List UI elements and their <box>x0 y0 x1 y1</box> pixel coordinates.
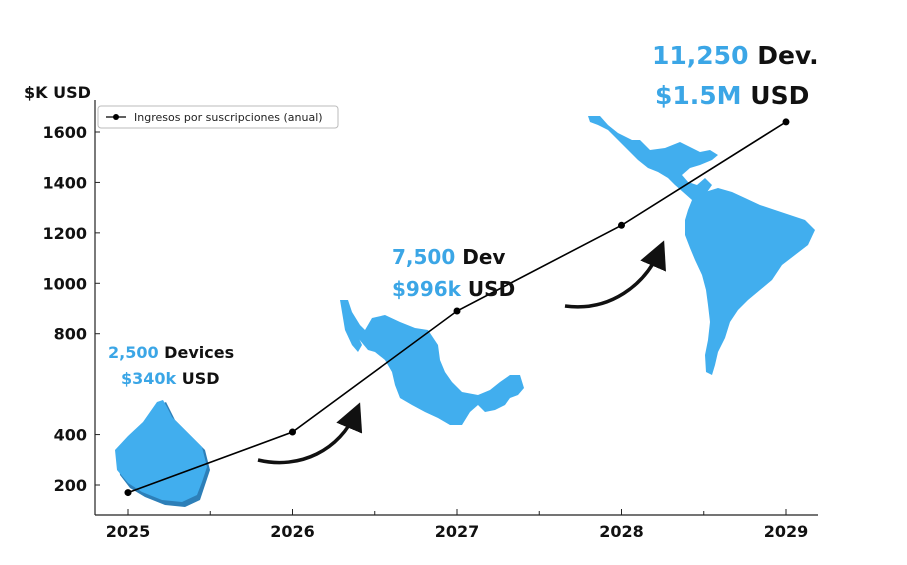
x-tick-label: 2025 <box>106 522 151 541</box>
axes: 200 400 800 1000 1200 1400 1600 2025 2026 2027 202… <box>42 100 818 541</box>
annotation-2027-revenue: $996k USD <box>392 277 515 301</box>
y-tick-label: 1600 <box>42 123 87 142</box>
x-tick-label: 2026 <box>270 522 315 541</box>
annotation-2025-revenue: $340k USD <box>121 369 220 388</box>
data-point <box>618 221 625 229</box>
arrow-2-icon <box>564 240 666 309</box>
y-axis-label: $K USD <box>24 83 91 102</box>
y-tick-label: 1200 <box>42 224 87 243</box>
x-tick-label: 2029 <box>764 522 809 541</box>
data-point <box>124 489 132 497</box>
y-tick-label: 200 <box>54 476 87 495</box>
annotation-2025-count: 2,500 Devices <box>108 343 234 362</box>
annotation-2029-count: 11,250 Dev. <box>652 41 819 70</box>
map-mexico-icon <box>340 300 524 425</box>
map-latam-icon <box>588 116 815 375</box>
annotation-2027-count: 7,500 Dev <box>392 245 505 269</box>
data-point <box>453 307 461 315</box>
data-point <box>289 428 296 436</box>
y-tick-label: 1000 <box>42 274 87 293</box>
legend-label: Ingresos por suscripciones (anual) <box>134 111 323 124</box>
y-tick-label: 800 <box>54 325 87 344</box>
x-tick-label: 2027 <box>435 522 480 541</box>
arrow-1-icon <box>257 402 363 465</box>
x-tick-label: 2028 <box>599 522 644 541</box>
map-cdmx-icon <box>115 400 210 507</box>
annotation-2029-revenue: $1.5M USD <box>655 81 809 110</box>
data-point <box>782 118 790 126</box>
series-ingresos <box>124 118 790 497</box>
series-line <box>127 121 787 494</box>
y-tick-label: 400 <box>54 426 87 445</box>
legend: Ingresos por suscripciones (anual) <box>97 105 339 129</box>
y-tick-label: 1400 <box>42 173 87 192</box>
